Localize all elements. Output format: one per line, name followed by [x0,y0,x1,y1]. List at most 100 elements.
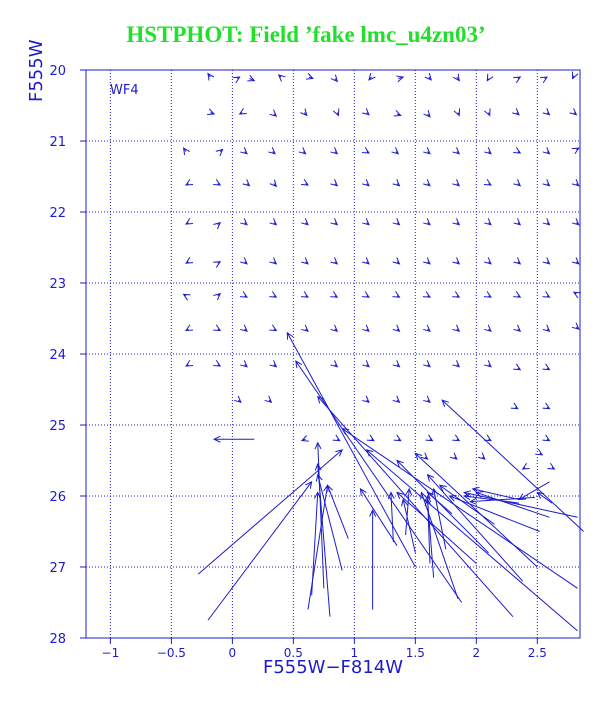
shift-vector [513,146,522,154]
x-tick-label: −1 [102,646,120,660]
vector-head [213,324,222,332]
shift-vector [215,148,224,157]
vector-shaft [390,492,394,543]
shift-vector [521,462,530,470]
shift-vector [453,108,461,117]
x-tick-label: 0 [229,646,237,660]
vector-head [335,449,344,457]
vector-head [392,218,401,226]
vector-head [185,178,194,186]
shift-vector [423,179,431,187]
vector-head [571,147,580,155]
vector-head [185,217,194,225]
vector-head [362,179,370,187]
shift-vector [392,360,401,368]
vector-shaft [396,492,477,564]
shift-vector [414,452,538,568]
vector-head [215,148,224,157]
shift-vector [247,75,256,82]
vector-shaft [317,442,325,589]
shift-vector [469,496,535,505]
shift-vector [307,484,331,610]
shift-vector [232,76,241,84]
vector-head [396,75,405,83]
vector-head [269,257,278,265]
vector-head [542,147,551,155]
shift-vector [239,291,249,298]
vector-head [471,486,480,494]
vector-head [542,179,551,187]
vector-head [238,107,247,115]
vector-shaft [341,428,578,589]
vector-head [392,360,401,368]
shift-vector [361,146,370,154]
vector-head [542,257,551,265]
shift-vector [185,324,194,332]
vector-head [330,257,339,265]
vector-head [542,324,551,333]
shift-vector [392,257,401,265]
vector-head [423,147,431,155]
vector-head [366,434,375,442]
vector-head [365,449,374,457]
vector-head [185,324,194,332]
vector-head [300,108,308,117]
y-tick-label: 23 [49,277,66,292]
vector-head [405,487,413,496]
shift-vector [301,324,309,333]
vector-head [269,109,278,117]
vector-head [569,108,578,116]
shift-vector [452,179,461,187]
vector-shaft [327,485,349,539]
shift-vector [316,395,514,618]
vector-head [542,108,551,116]
shift-vector [362,395,370,404]
vector-head [571,218,580,226]
vector-head [422,291,431,298]
shift-vector [542,324,551,333]
shift-vector [542,291,551,298]
vector-head [401,498,408,507]
vector-shaft [360,488,398,546]
vector-head [330,360,339,368]
vector-head [212,435,221,443]
vector-head [341,427,350,435]
shift-vector [542,147,551,155]
vector-shaft [537,492,553,504]
shift-vector [341,427,578,589]
shift-vector [486,73,494,82]
shift-vector [513,218,522,226]
grid-lines [86,70,580,638]
shift-vector [449,452,458,460]
shift-vector [452,324,461,333]
vector-head [185,257,194,264]
vector-shaft [427,474,524,582]
shift-vector [392,218,401,226]
vector-head [295,360,303,369]
vector-head [423,324,431,333]
vector-head [330,324,339,333]
vector-head [512,108,520,116]
vector-shaft [402,499,416,553]
vector-head [513,324,522,333]
vector-head [305,73,314,80]
shift-vector [240,147,248,155]
shift-vector [484,324,492,333]
x-tick-label: 1.5 [406,646,425,660]
y-tick-label: 21 [49,135,66,150]
vector-head [484,360,492,368]
vector-head [264,395,273,404]
vector-head [362,360,370,368]
shift-vector [330,360,339,368]
shift-vector [452,218,461,226]
shift-vector [362,179,370,187]
y-tick-label: 28 [49,632,66,647]
vector-head [521,462,530,470]
shift-vector [369,509,377,610]
chart-title: HSTPHOT: Field ’fake lmc_u4zn03’ [126,22,486,47]
shift-vector [393,434,402,442]
vector-shaft [311,492,319,596]
shift-vector [420,452,429,460]
shift-vector [185,359,194,367]
